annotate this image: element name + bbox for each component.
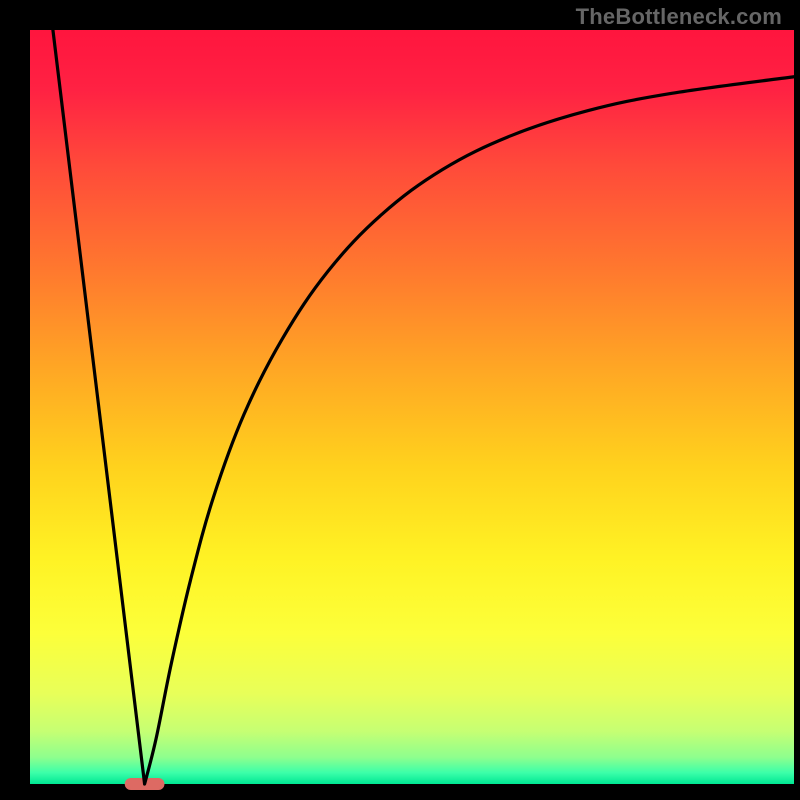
plot-background — [30, 30, 794, 784]
watermark-text: TheBottleneck.com — [576, 4, 782, 30]
bottleneck-chart — [0, 0, 800, 800]
chart-frame: TheBottleneck.com — [0, 0, 800, 800]
